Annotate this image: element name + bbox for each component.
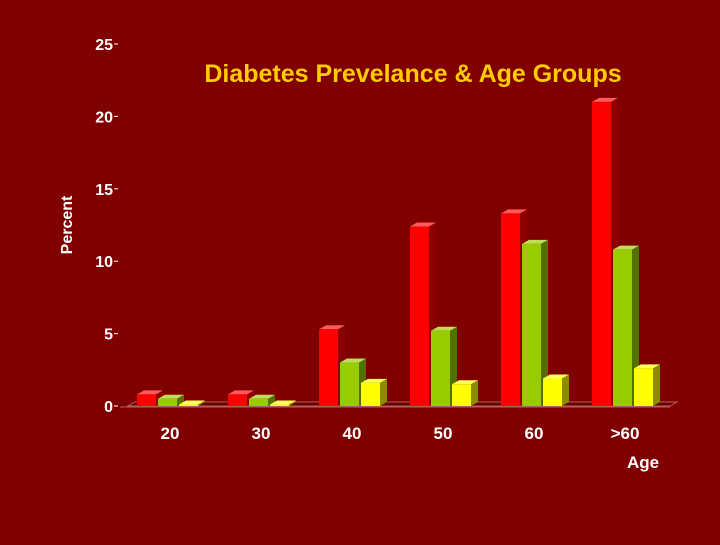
bar-top — [522, 239, 548, 244]
bar-top — [452, 380, 478, 385]
bar-side — [289, 400, 296, 406]
bar-top — [501, 209, 527, 214]
bar-top — [613, 245, 639, 250]
bar-side — [198, 400, 205, 406]
y-tick-label: 0 — [104, 399, 113, 416]
bar-front — [452, 384, 471, 406]
bar-60-series-3 — [543, 374, 569, 406]
bar-front — [179, 404, 198, 406]
bar-front — [543, 378, 562, 406]
bar-gt60-series-2 — [613, 245, 639, 406]
bar-side — [653, 364, 660, 406]
y-tick-label: 25 — [95, 37, 113, 54]
x-tick-label: 20 — [161, 424, 180, 443]
bar-top — [592, 97, 618, 102]
bar-side — [562, 374, 569, 406]
bar-front — [270, 404, 289, 406]
bar-side — [177, 394, 184, 406]
bar-60-series-2 — [522, 239, 548, 406]
bar-front — [137, 394, 156, 406]
bar-front — [410, 226, 429, 406]
x-tick-label: 50 — [434, 424, 453, 443]
bar-front — [522, 243, 541, 406]
bar-top — [410, 222, 436, 227]
y-tick-label: 5 — [104, 327, 113, 344]
bar-top — [340, 358, 366, 363]
bar-front — [592, 101, 611, 407]
x-tick-label: 30 — [252, 424, 271, 443]
bar-front — [613, 249, 632, 406]
bar-front — [319, 329, 338, 406]
x-axis-label: Age — [627, 453, 659, 472]
bar-top — [158, 394, 184, 399]
bar-20-series-3 — [179, 400, 205, 406]
bar-front — [340, 362, 359, 406]
bar-side — [268, 394, 275, 406]
bar-50-series-1 — [410, 222, 436, 406]
bar-top — [543, 374, 569, 379]
y-tick-label: 15 — [95, 182, 113, 199]
x-tick-label: >60 — [611, 424, 640, 443]
bar-20-series-2 — [158, 394, 184, 406]
x-tick-label: 40 — [343, 424, 362, 443]
bar-top — [137, 390, 163, 395]
bar-front — [501, 213, 520, 406]
y-tick-label: 20 — [95, 109, 113, 126]
bars — [137, 97, 660, 407]
bar-front — [361, 382, 380, 406]
y-tick-label: 10 — [95, 254, 113, 271]
bar-top — [270, 400, 296, 405]
bar-top — [228, 390, 254, 395]
bar-gt60-series-3 — [634, 364, 660, 406]
bar-side — [632, 245, 639, 406]
chart-title: Diabetes Prevelance & Age Groups — [204, 60, 621, 88]
bar-front — [228, 394, 247, 406]
bar-front — [158, 398, 177, 406]
bar-40-series-3 — [361, 378, 387, 406]
bar-top — [361, 378, 387, 383]
bar-50-series-3 — [452, 380, 478, 406]
bar-side — [380, 378, 387, 406]
bar-top — [634, 364, 660, 369]
bar-top — [179, 400, 205, 405]
y-axis-label: Percent — [59, 195, 76, 254]
bar-side — [541, 239, 548, 406]
x-tick-label: 60 — [525, 424, 544, 443]
bar-top — [319, 325, 345, 330]
bar-top — [431, 326, 457, 331]
bar-side — [471, 380, 478, 406]
bar-front — [634, 368, 653, 406]
bar-30-series-3 — [270, 400, 296, 406]
bar-30-series-2 — [249, 394, 275, 406]
bar-top — [249, 394, 275, 399]
bar-front — [431, 330, 450, 406]
bar-front — [249, 398, 268, 406]
